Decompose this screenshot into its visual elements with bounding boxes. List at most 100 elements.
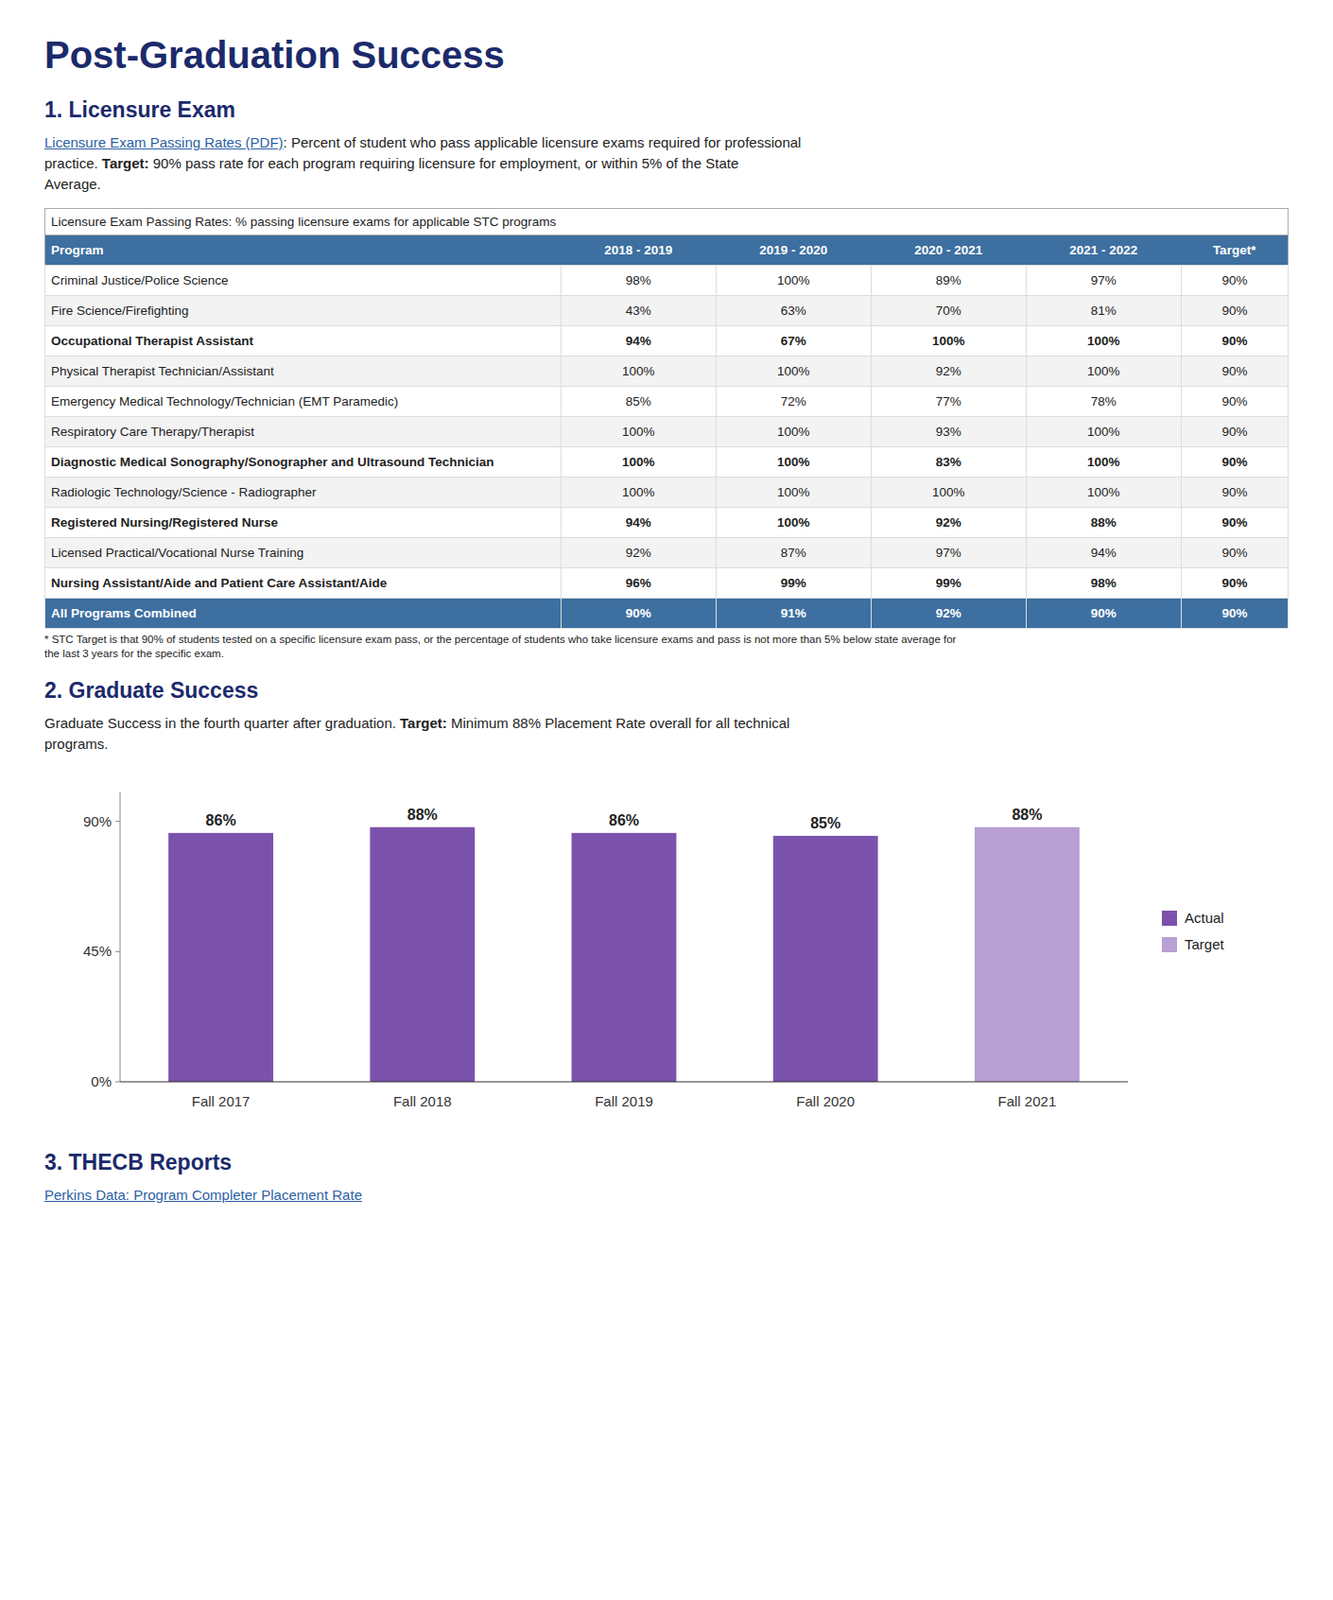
value-cell: 90% <box>1180 477 1288 508</box>
value-cell: 100% <box>870 326 1026 357</box>
row-name: Diagnostic Medical Sonography/Sonographe… <box>45 447 562 478</box>
bar-chart: 0%45%90%86%88%86%85%88%Fall 2017Fall 201… <box>44 769 1289 1129</box>
table-row: Registered Nursing/Registered Nurse94%10… <box>45 507 1289 538</box>
data-label: 86% <box>608 812 640 829</box>
body-text: Graduate Success in the fourth quarter a… <box>44 714 400 731</box>
table-body: Criminal Justice/Police Science98%100%89… <box>45 265 1289 629</box>
y-tick <box>115 1081 121 1083</box>
row-name: Radiologic Technology/Science - Radiogra… <box>45 477 562 508</box>
text-line: Licensure Exam Passing Rates (PDF): Perc… <box>44 132 1289 154</box>
value-cell: 63% <box>715 295 871 327</box>
value-label: 90% <box>1221 454 1247 469</box>
value-cell: 92% <box>870 598 1026 629</box>
body-text: Minimum 88% Placement Rate overall for a… <box>447 714 791 731</box>
value-label: 92% <box>625 545 652 560</box>
x-axis-line <box>120 1081 1128 1083</box>
value-label: 100% <box>1087 363 1121 379</box>
value-cell: 100% <box>715 356 871 387</box>
value-cell: 100% <box>1025 326 1181 357</box>
text-line: Average. <box>44 173 1289 195</box>
value-cell: 99% <box>715 568 871 599</box>
value-cell: 90% <box>1180 326 1288 357</box>
value-label: 100% <box>777 273 811 288</box>
section-title: 3. THECB Reports <box>44 1149 1289 1176</box>
row-name: Respiratory Care Therapy/Therapist <box>45 416 562 448</box>
data-labels: 86%88%86%85%88% <box>206 806 1043 831</box>
value-label: 43% <box>625 303 652 318</box>
text-line: Perkins Data: Program Completer Placemen… <box>44 1184 1289 1206</box>
value-label: 90% <box>1221 363 1247 379</box>
row-name: Physical Therapist Technician/Assistant <box>45 356 562 387</box>
value-cell: 100% <box>715 507 871 538</box>
header-row: Program2018 - 20192019 - 20202020 - 2021… <box>45 235 1289 266</box>
text-line: practice. Target: 90% pass rate for each… <box>44 153 1289 174</box>
bar <box>773 835 879 1082</box>
value-cell: 90% <box>1025 598 1181 629</box>
y-axis-line <box>120 792 122 1082</box>
value-cell: 100% <box>560 477 716 508</box>
value-label: 100% <box>1087 454 1121 469</box>
data-label: 88% <box>1011 806 1042 823</box>
value-cell: 90% <box>1180 447 1288 478</box>
value-label: 100% <box>777 424 811 439</box>
column-header: 2020 - 2021 <box>870 235 1026 266</box>
bar <box>571 832 677 1082</box>
text-line: Graduate Success in the fourth quarter a… <box>44 712 1289 734</box>
value-cell: 90% <box>1180 295 1288 327</box>
value-label: 99% <box>935 575 962 590</box>
value-cell: 98% <box>560 265 716 296</box>
value-cell: 87% <box>715 537 871 569</box>
table-row: Diagnostic Medical Sonography/Sonographe… <box>45 447 1289 478</box>
section-title: 2. Graduate Success <box>44 677 1289 704</box>
value-label: 90% <box>1221 303 1247 318</box>
link-text[interactable]: Licensure Exam Passing Rates (PDF) <box>44 134 284 151</box>
y-tick-label: 0% <box>90 1073 112 1090</box>
value-label: 94% <box>1090 545 1117 560</box>
value-cell: 100% <box>715 477 871 508</box>
bar <box>974 827 1080 1082</box>
x-tick-label: Fall 2019 <box>594 1092 654 1109</box>
value-label: 100% <box>1087 424 1121 439</box>
table-footnote: * STC Target is that 90% of students tes… <box>44 632 1289 661</box>
value-cell: 100% <box>560 416 716 448</box>
row-name: All Programs Combined <box>45 598 562 629</box>
table-row: Criminal Justice/Police Science98%100%89… <box>45 265 1289 296</box>
table-row: Nursing Assistant/Aide and Patient Care … <box>45 568 1289 599</box>
value-label: 90% <box>1221 394 1247 409</box>
link-text[interactable]: Perkins Data: Program Completer Placemen… <box>44 1186 363 1203</box>
page: Post-Graduation Success1. Licensure Exam… <box>0 0 1333 1206</box>
legend: ActualTarget <box>1161 909 1226 953</box>
value-label: 100% <box>777 454 811 469</box>
bars <box>168 827 1080 1082</box>
body-text: Target: <box>399 714 448 731</box>
value-cell: 90% <box>1180 568 1288 599</box>
value-cell: 94% <box>1025 537 1181 569</box>
value-label: 100% <box>777 515 811 530</box>
value-cell: 100% <box>1025 416 1181 448</box>
value-label: 94% <box>625 515 652 530</box>
footnote-line: * STC Target is that 90% of students tes… <box>44 632 1289 647</box>
value-label: 100% <box>932 333 966 348</box>
value-label: 100% <box>622 363 656 379</box>
y-tick-label: 90% <box>83 813 112 830</box>
value-cell: 89% <box>870 265 1026 296</box>
value-cell: 72% <box>715 386 871 417</box>
value-label: 63% <box>780 303 807 318</box>
table-row: Physical Therapist Technician/Assistant 1… <box>45 356 1289 387</box>
value-label: 92% <box>935 363 962 379</box>
value-label: 92% <box>935 515 962 530</box>
column-header: 2018 - 2019 <box>560 235 716 266</box>
legend-swatch <box>1161 910 1178 926</box>
table-caption: Licensure Exam Passing Rates: % passing … <box>44 207 1289 235</box>
value-cell: 96% <box>560 568 716 599</box>
body-text: Target: <box>102 155 150 172</box>
value-label: 98% <box>625 273 652 288</box>
value-label: 85% <box>625 394 652 409</box>
value-cell: 92% <box>870 356 1026 387</box>
value-cell: 99% <box>870 568 1026 599</box>
value-label: 100% <box>622 484 656 500</box>
value-cell: 92% <box>870 507 1026 538</box>
value-label: 90% <box>1221 484 1247 500</box>
value-cell: 100% <box>1025 356 1181 387</box>
legend-label: Actual <box>1184 909 1225 926</box>
